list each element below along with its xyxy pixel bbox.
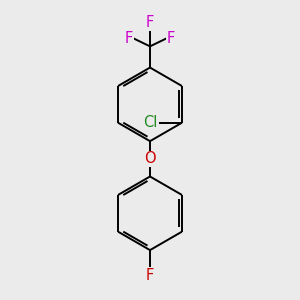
Text: O: O (144, 151, 156, 166)
Text: F: F (146, 268, 154, 283)
Text: F: F (125, 31, 133, 46)
Text: F: F (146, 15, 154, 30)
Text: Cl: Cl (143, 115, 158, 130)
Text: F: F (167, 31, 175, 46)
